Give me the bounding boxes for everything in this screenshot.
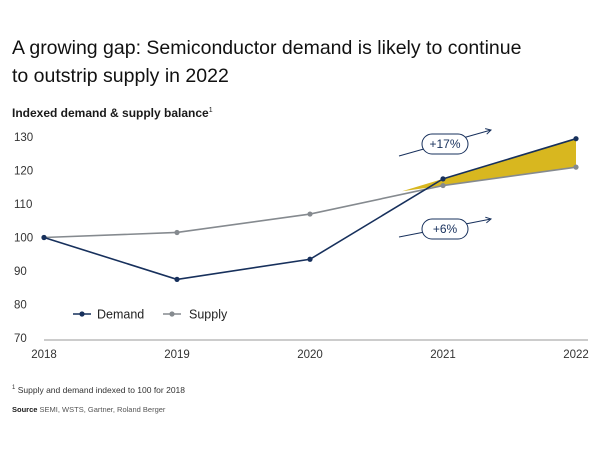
chart-subtitle: Indexed demand & supply balance1 xyxy=(12,106,213,120)
supply-growth-annotation-label: +6% xyxy=(433,222,458,236)
demand-growth-annotation-pill xyxy=(421,133,469,155)
legend-demand-marker xyxy=(79,311,85,317)
legend-supply-label: Supply xyxy=(189,308,228,322)
supply-growth-annotation-pill xyxy=(421,218,469,240)
source-line: Source SEMI, WSTS, Gartner, Roland Berge… xyxy=(12,405,165,414)
supply-point-2020 xyxy=(307,211,313,217)
y-tick-label-90: 90 xyxy=(14,266,27,278)
demand-point-2019 xyxy=(174,276,180,282)
y-tick-label-100: 100 xyxy=(14,233,33,245)
x-tick-label-2021: 2021 xyxy=(430,349,456,361)
y-tick-label-80: 80 xyxy=(14,300,27,312)
chart-title-line-2: to outstrip supply in 2022 xyxy=(12,65,229,87)
x-tick-label-2022: 2022 xyxy=(563,349,589,361)
supply-point-2022 xyxy=(573,164,579,170)
source-text: SEMI, WSTS, Gartner, Roland Berger xyxy=(39,405,166,414)
chart-title: A growing gap: Semiconductor demand is l… xyxy=(12,34,572,90)
y-tick-label-130: 130 xyxy=(14,132,33,144)
demand-growth-annotation-label: +17% xyxy=(429,137,460,151)
footnote-marker: 1 xyxy=(12,385,16,392)
x-tick-label-2018: 2018 xyxy=(31,349,57,361)
x-tick-label-2019: 2019 xyxy=(164,349,190,361)
y-tick-label-110: 110 xyxy=(14,199,32,211)
demand-point-2022 xyxy=(573,136,579,142)
demand-point-2020 xyxy=(307,256,313,262)
demand-point-2021 xyxy=(440,176,446,182)
legend-supply-marker xyxy=(169,311,175,317)
source-label: Source xyxy=(12,405,38,414)
x-tick-label-2020: 2020 xyxy=(297,349,323,361)
demand-point-2018 xyxy=(41,234,47,241)
y-tick-label-120: 120 xyxy=(14,166,33,178)
chart-subtitle-text: Indexed demand & supply balance xyxy=(12,106,209,120)
supply-growth-annotation-trend-arrowhead xyxy=(485,216,493,224)
y-tick-label-70: 70 xyxy=(14,333,27,345)
supply-point-2021 xyxy=(440,182,446,189)
chart-title-line-1: A growing gap: Semiconductor demand is l… xyxy=(12,37,522,59)
supply-point-2019 xyxy=(174,229,180,236)
demand-growth-annotation-trend-arrowhead xyxy=(485,128,493,135)
footnote-text: Supply and demand indexed to 100 for 201… xyxy=(17,385,186,395)
footnote: 1 Supply and demand indexed to 100 for 2… xyxy=(12,385,185,395)
chart-subtitle-footnote-marker: 1 xyxy=(208,107,213,114)
legend-demand-label: Demand xyxy=(97,308,144,322)
supply-series-line xyxy=(43,166,577,239)
